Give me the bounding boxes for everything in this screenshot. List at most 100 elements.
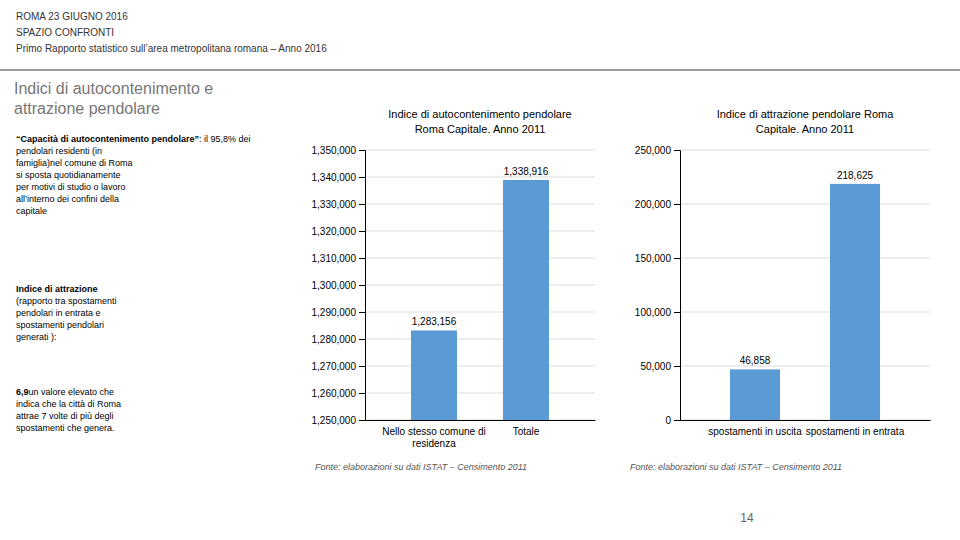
text-line: indica che la città di Roma	[16, 399, 121, 409]
y-tick-mark	[359, 312, 365, 313]
y-tick-mark	[359, 393, 365, 394]
y-tick: 1,270,000	[312, 361, 366, 372]
y-axis-line	[359, 151, 366, 421]
grid-line	[365, 177, 595, 178]
y-tick: 200,000	[635, 199, 680, 210]
x-tick-label: spostamenti in uscita	[708, 426, 802, 437]
text-line: famiglia)nel comune di Roma	[16, 158, 133, 168]
x-tick: spostamenti in entrata	[806, 420, 905, 437]
grid-line	[680, 366, 930, 367]
x-tick-label: Totale	[513, 426, 540, 437]
chart-title: Indice di attrazione pendolare RomaCapit…	[717, 108, 895, 135]
x-tick: Totale	[513, 420, 540, 437]
bars	[411, 180, 549, 420]
y-tick-mark	[359, 285, 365, 286]
y-tick-label: 1,340,000	[312, 172, 357, 183]
y-tick: 1,310,000	[312, 253, 366, 264]
grid-line	[365, 339, 595, 340]
header-line: ROMA 23 GIUGNO 2016	[16, 11, 128, 22]
data-label: 1,283,156	[412, 316, 457, 327]
text-line: Indice di autocontenimento pendolare	[388, 108, 571, 120]
y-tick-label: 1,350,000	[312, 145, 357, 156]
y-tick: 1,250,000	[312, 415, 366, 426]
y-tick-mark	[359, 366, 365, 367]
grid	[365, 150, 595, 420]
text-line: un valore elevato che	[29, 387, 115, 397]
y-tick: 1,260,000	[312, 388, 366, 399]
text-line: : il 95,8% dei	[199, 134, 251, 144]
y-tick-mark	[674, 420, 680, 421]
y-tick: 250,000	[635, 145, 680, 156]
text-line: spostamenti pendolari	[16, 320, 104, 330]
y-tick-mark	[674, 150, 680, 151]
bar	[730, 369, 780, 420]
text-line: pendolari residenti (in	[16, 146, 102, 156]
slide-title: Indici di autocontenimento e	[14, 80, 213, 97]
y-tick: 100,000	[635, 307, 680, 318]
text-block: : il 95,8% dei pendolari residenti (in fam…	[16, 134, 251, 216]
y-tick-label: 1,300,000	[312, 280, 357, 291]
text-line: attrae 7 volte di più degli	[16, 411, 114, 421]
text-line: Nello stesso comune di	[382, 426, 485, 437]
data-labels: 1,283,1561,338,916	[412, 166, 549, 328]
text-line: Totale	[513, 426, 540, 437]
grid	[680, 150, 930, 420]
y-tick-label: 0	[665, 415, 671, 426]
y-tick-mark	[359, 150, 365, 151]
text-line: capitale	[16, 206, 47, 216]
y-tick-label: 250,000	[635, 145, 672, 156]
grid-line	[365, 312, 595, 313]
source-note: Fonte: elaborazioni su dati ISTAT – Cens…	[315, 462, 527, 472]
y-tick-mark	[359, 339, 365, 340]
y-tick-mark	[359, 258, 365, 259]
y-axis-line	[674, 151, 681, 421]
text-line: (rapporto tra spostamenti	[16, 296, 117, 306]
y-tick-label: 50,000	[640, 361, 671, 372]
chart: 0 50,000 100,000 150,000 200,000 250,000 spost…	[635, 108, 931, 437]
y-tick-mark	[359, 420, 365, 421]
chart: 1,250,000 1,260,000 1,270,000 1,280,000 1,29…	[312, 108, 596, 449]
grid-line	[680, 312, 930, 313]
header-line: Primo Rapporto statistico sull’area metr…	[16, 43, 327, 54]
y-tick-label: 1,260,000	[312, 388, 357, 399]
y-axis: 1,250,000 1,260,000 1,270,000 1,280,000 1,29…	[312, 145, 366, 426]
text-line: Capitale. Anno 2011	[756, 123, 854, 135]
y-tick-mark	[674, 258, 680, 259]
header: ROMA 23 GIUGNO 2016SPAZIO CONFRONTIPrimo…	[16, 11, 327, 54]
y-tick-label: 200,000	[635, 199, 672, 210]
y-tick-label: 1,320,000	[312, 226, 357, 237]
y-tick: 1,280,000	[312, 334, 366, 345]
y-tick: 1,290,000	[312, 307, 366, 318]
x-tick: Nello stesso comune diresidenza	[382, 420, 485, 449]
bar	[830, 184, 880, 420]
y-tick-mark	[359, 231, 365, 232]
x-axis-line	[366, 420, 596, 421]
text-line: residenza	[412, 438, 456, 449]
y-tick-mark	[359, 204, 365, 205]
bar	[411, 330, 457, 420]
y-tick: 1,340,000	[312, 172, 366, 183]
x-tick-label: spostamenti in entrata	[806, 426, 905, 437]
y-tick: 150,000	[635, 253, 680, 264]
y-tick-label: 1,250,000	[312, 415, 357, 426]
page: ROMA 23 GIUGNO 2016SPAZIO CONFRONTIPrimo…	[0, 0, 960, 540]
x-tick-label: Nello stesso comune diresidenza	[382, 426, 485, 449]
slide-title: attrazione pendolare	[14, 100, 160, 117]
source-note: Fonte: elaborazioni su dati ISTAT – Cens…	[630, 462, 842, 472]
text-block-bold: “Capacità di autocontenimento pendolare”	[16, 134, 199, 144]
text-block: un valore elevato che indica che la città…	[16, 387, 121, 433]
y-tick-mark	[359, 177, 365, 178]
y-tick-label: 150,000	[635, 253, 672, 264]
grid-line	[680, 258, 930, 259]
grid-line	[365, 231, 595, 232]
data-label: 46,858	[740, 355, 771, 366]
header-rule	[0, 69, 960, 71]
grid-line	[365, 285, 595, 286]
data-label: 218,625	[837, 170, 874, 181]
y-axis: 0 50,000 100,000 150,000 200,000 250,000	[635, 145, 681, 426]
y-tick-label: 100,000	[635, 307, 672, 318]
x-axis: Nello stesso comune diresidenza Totale	[366, 420, 596, 449]
x-tick: spostamenti in uscita	[708, 420, 802, 437]
text-line: generati ):	[16, 332, 57, 342]
chart-title: Indice di autocontenimento pendolareRoma…	[388, 108, 571, 135]
